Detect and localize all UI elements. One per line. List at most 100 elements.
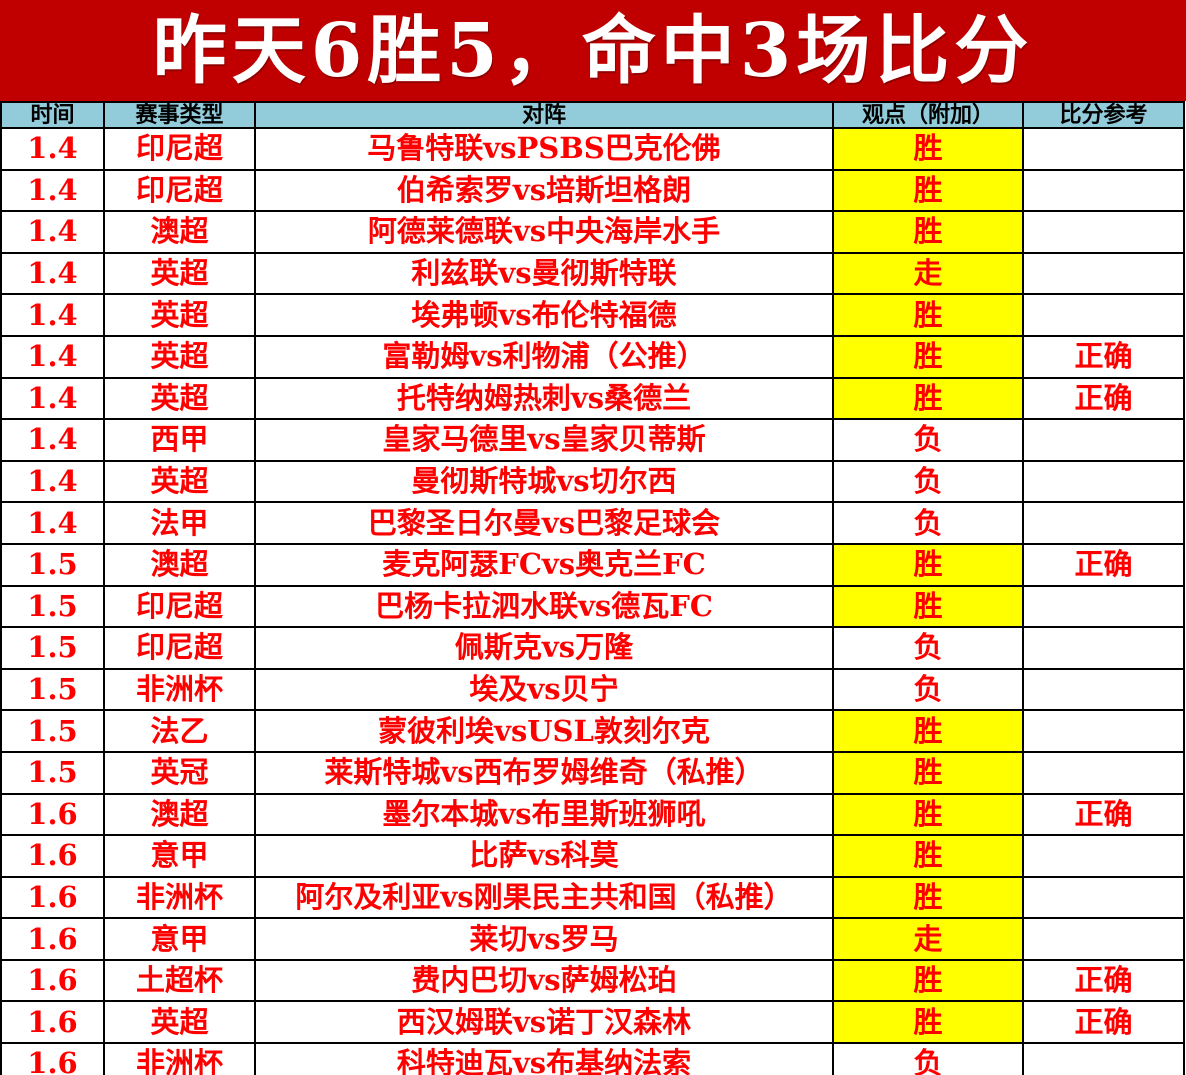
league-cell: 英超 (103, 334, 256, 379)
verdict-cell: 胜 (832, 334, 1024, 379)
time-cell: 1.5 (0, 542, 105, 587)
league-cell: 澳超 (103, 210, 256, 254)
time-cell: 1.5 (0, 667, 105, 712)
time-cell: 1.4 (0, 501, 105, 545)
verdict-cell: 负 (832, 626, 1024, 670)
table-row: 1.4 英超 埃弗顿vs布伦特福德 胜 (0, 293, 1185, 337)
verdict-cell: 胜 (832, 834, 1024, 878)
table-row: 1.6 澳超 墨尔本城vs布里斯班狮吼 胜 正确 (0, 792, 1185, 837)
verdict-cell: 胜 (832, 958, 1024, 1003)
column-header-time: 时间 (0, 101, 105, 129)
match-cell: 巴杨卡拉泗水联vs德瓦FC (254, 584, 834, 629)
table-row: 1.5 非洲杯 埃及vs贝宁 负 (0, 667, 1185, 712)
table-row: 1.6 意甲 莱切vs罗马 走 (0, 917, 1185, 961)
league-cell: 法甲 (103, 501, 256, 545)
score-ref-cell (1022, 709, 1185, 753)
match-cell: 富勒姆vs利物浦（公推） (254, 334, 834, 379)
time-cell: 1.4 (0, 376, 105, 421)
table-row: 1.4 英超 曼彻斯特城vs切尔西 负 (0, 459, 1185, 504)
match-cell: 曼彻斯特城vs切尔西 (254, 459, 834, 504)
table-row: 1.6 非洲杯 科特迪瓦vs布基纳法索 负 (0, 1042, 1185, 1075)
verdict-cell: 走 (832, 917, 1024, 961)
league-cell: 英冠 (103, 750, 256, 795)
match-cell: 埃弗顿vs布伦特福德 (254, 293, 834, 337)
table-row: 1.4 英超 利兹联vs曼彻斯特联 走 (0, 251, 1185, 296)
table-row: 1.5 印尼超 佩斯克vs万隆 负 (0, 626, 1185, 670)
verdict-cell: 胜 (832, 210, 1024, 254)
table-row: 1.6 意甲 比萨vs科莫 胜 (0, 834, 1185, 878)
table-row: 1.4 法甲 巴黎圣日尔曼vs巴黎足球会 负 (0, 501, 1185, 545)
table-row: 1.5 澳超 麦克阿瑟FCvs奥克兰FC 胜 正确 (0, 542, 1185, 587)
verdict-cell: 负 (832, 459, 1024, 504)
league-cell: 英超 (103, 1000, 256, 1045)
verdict-cell: 胜 (832, 1000, 1024, 1045)
score-ref-cell: 正确 (1022, 792, 1185, 837)
match-cell: 马鲁特联vsPSBS巴克伦佛 (254, 127, 834, 171)
verdict-cell: 胜 (832, 584, 1024, 629)
time-cell: 1.6 (0, 1042, 105, 1075)
score-ref-cell: 正确 (1022, 334, 1185, 379)
score-ref-cell (1022, 293, 1185, 337)
match-cell: 西汉姆联vs诺丁汉森林 (254, 1000, 834, 1045)
match-cell: 莱切vs罗马 (254, 917, 834, 961)
table-row: 1.5 法乙 蒙彼利埃vsUSL敦刻尔克 胜 (0, 709, 1185, 753)
score-ref-cell (1022, 127, 1185, 171)
match-cell: 阿德莱德联vs中央海岸水手 (254, 210, 834, 254)
time-cell: 1.5 (0, 626, 105, 670)
table-row: 1.4 英超 托特纳姆热刺vs桑德兰 胜 正确 (0, 376, 1185, 421)
column-header-league: 赛事类型 (103, 101, 256, 129)
time-cell: 1.6 (0, 1000, 105, 1045)
score-ref-cell (1022, 1042, 1185, 1075)
league-cell: 西甲 (103, 418, 256, 462)
score-ref-cell (1022, 750, 1185, 795)
time-cell: 1.4 (0, 293, 105, 337)
table-body: 1.4 印尼超 马鲁特联vsPSBS巴克伦佛 胜 1.4 印尼超 伯希索罗vs培… (0, 127, 1185, 1075)
match-cell: 比萨vs科莫 (254, 834, 834, 878)
verdict-cell: 胜 (832, 792, 1024, 837)
time-cell: 1.4 (0, 251, 105, 296)
league-cell: 印尼超 (103, 168, 256, 213)
time-cell: 1.6 (0, 917, 105, 961)
verdict-cell: 负 (832, 667, 1024, 712)
match-cell: 皇家马德里vs皇家贝蒂斯 (254, 418, 834, 462)
match-cell: 科特迪瓦vs布基纳法索 (254, 1042, 834, 1075)
verdict-cell: 负 (832, 1042, 1024, 1075)
time-cell: 1.5 (0, 750, 105, 795)
table-row: 1.5 英冠 莱斯特城vs西布罗姆维奇（私推） 胜 (0, 750, 1185, 795)
time-cell: 1.6 (0, 875, 105, 920)
league-cell: 英超 (103, 251, 256, 296)
league-cell: 非洲杯 (103, 875, 256, 920)
column-header-verdict: 观点（附加） (832, 101, 1024, 129)
time-cell: 1.6 (0, 958, 105, 1003)
score-ref-cell (1022, 251, 1185, 296)
match-cell: 费内巴切vs萨姆松珀 (254, 958, 834, 1003)
score-ref-cell: 正确 (1022, 1000, 1185, 1045)
match-cell: 巴黎圣日尔曼vs巴黎足球会 (254, 501, 834, 545)
table-row: 1.4 澳超 阿德莱德联vs中央海岸水手 胜 (0, 210, 1185, 254)
verdict-cell: 负 (832, 418, 1024, 462)
league-cell: 非洲杯 (103, 1042, 256, 1075)
table-row: 1.4 西甲 皇家马德里vs皇家贝蒂斯 负 (0, 418, 1185, 462)
score-ref-cell: 正确 (1022, 542, 1185, 587)
table-row: 1.6 英超 西汉姆联vs诺丁汉森林 胜 正确 (0, 1000, 1185, 1045)
league-cell: 意甲 (103, 834, 256, 878)
table-row: 1.6 土超杯 费内巴切vs萨姆松珀 胜 正确 (0, 958, 1185, 1003)
match-cell: 莱斯特城vs西布罗姆维奇（私推） (254, 750, 834, 795)
column-header-match: 对阵 (254, 101, 834, 129)
verdict-cell: 胜 (832, 750, 1024, 795)
score-ref-cell (1022, 501, 1185, 545)
time-cell: 1.4 (0, 418, 105, 462)
match-cell: 麦克阿瑟FCvs奥克兰FC (254, 542, 834, 587)
verdict-cell: 胜 (832, 168, 1024, 213)
score-ref-cell (1022, 667, 1185, 712)
banner-title: 昨天6胜5，命中3场比分 (152, 7, 1034, 94)
verdict-cell: 胜 (832, 293, 1024, 337)
table-row: 1.5 印尼超 巴杨卡拉泗水联vs德瓦FC 胜 (0, 584, 1185, 629)
time-cell: 1.6 (0, 792, 105, 837)
match-cell: 墨尔本城vs布里斯班狮吼 (254, 792, 834, 837)
match-cell: 埃及vs贝宁 (254, 667, 834, 712)
score-ref-cell (1022, 210, 1185, 254)
match-cell: 蒙彼利埃vsUSL敦刻尔克 (254, 709, 834, 753)
column-header-score-ref: 比分参考 (1022, 101, 1185, 129)
